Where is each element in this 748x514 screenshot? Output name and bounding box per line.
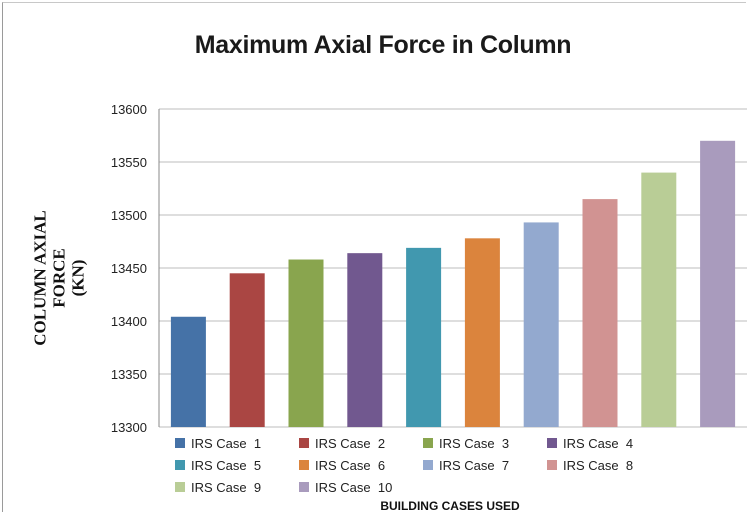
- y-tick-label: 13300: [111, 420, 147, 435]
- bar-8: [582, 199, 618, 427]
- y-tick-label: 13500: [111, 208, 147, 223]
- y-tick-label: 13450: [111, 261, 147, 276]
- legend-swatch: [547, 460, 557, 470]
- legend-item-2: IRS Case 2: [299, 435, 385, 451]
- y-tick-label: 13550: [111, 155, 147, 170]
- bar-5: [406, 247, 442, 427]
- legend-item-7: IRS Case 7: [423, 457, 509, 473]
- legend-label: IRS Case 10: [315, 479, 393, 495]
- legend-item-10: IRS Case 10: [299, 479, 392, 495]
- legend-swatch: [175, 482, 185, 492]
- legend-label: IRS Case 2: [315, 435, 386, 451]
- chart-title: Maximum Axial Force in Column: [194, 31, 572, 59]
- legend-swatch: [175, 438, 185, 448]
- y-tick-label: 13400: [111, 314, 147, 329]
- bar-1: [170, 316, 206, 427]
- legend-label: IRS Case 6: [315, 457, 386, 473]
- legend-swatch: [547, 438, 557, 448]
- bar-4: [347, 253, 383, 427]
- bar-2: [229, 273, 265, 427]
- y-tick-label: 13350: [111, 367, 147, 382]
- plot-area: 13300 13350 13400 13450 13500 13550 13600: [111, 102, 747, 435]
- legend-swatch: [175, 460, 185, 470]
- legend-swatch: [423, 460, 433, 470]
- legend-item-8: IRS Case 8: [547, 457, 633, 473]
- y-tick-label: 13600: [111, 102, 147, 117]
- legend-label: IRS Case 7: [439, 457, 510, 473]
- legend-item-5: IRS Case 5: [175, 457, 261, 473]
- legend-label: IRS Case 3: [439, 435, 510, 451]
- legend-swatch: [299, 460, 309, 470]
- bar-10: [700, 140, 736, 428]
- legend-label: IRS Case 1: [191, 435, 262, 451]
- legend-label: IRS Case 9: [191, 479, 262, 495]
- legend-swatch: [299, 438, 309, 448]
- bar-9: [641, 172, 677, 427]
- legend-swatch: [423, 438, 433, 448]
- legend-label: IRS Case 5: [191, 457, 262, 473]
- x-axis-label: BUILDING CASES USED: [380, 499, 520, 513]
- legend-item-9: IRS Case 9: [175, 479, 261, 495]
- bar-6: [464, 238, 500, 427]
- bar-7: [523, 222, 559, 427]
- legend-item-3: IRS Case 3: [423, 435, 509, 451]
- legend-swatch: [299, 482, 309, 492]
- legend-item-4: IRS Case 4: [547, 435, 633, 451]
- legend-item-1: IRS Case 1: [175, 435, 261, 451]
- bar-3: [288, 259, 324, 427]
- legend-label: IRS Case 8: [563, 457, 634, 473]
- legend-item-6: IRS Case 6: [299, 457, 385, 473]
- legend-label: IRS Case 4: [563, 435, 634, 451]
